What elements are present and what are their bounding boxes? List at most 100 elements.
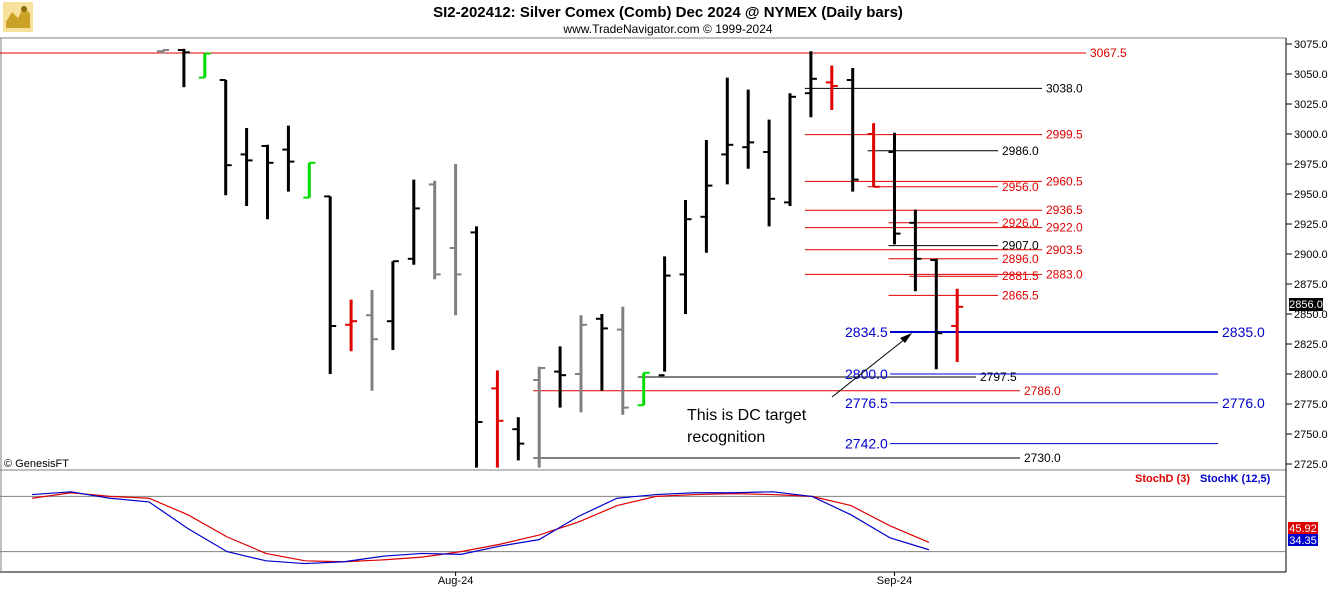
level-label: 2797.5 — [980, 370, 1017, 384]
price-bar — [804, 51, 817, 118]
price-bar — [784, 93, 796, 206]
price-bar — [846, 68, 859, 192]
level-label: 2936.5 — [1046, 203, 1083, 217]
price-bar — [428, 180, 441, 280]
price-bar — [491, 370, 504, 468]
y-tick-label: 2850.0 — [1294, 309, 1328, 321]
level-label: 2922.0 — [1046, 221, 1083, 235]
price-bar — [637, 371, 650, 407]
target-label: 2776.5 — [845, 395, 888, 411]
level-label: 2960.5 — [1046, 174, 1083, 188]
annotation: This is DC target recognition — [687, 333, 912, 446]
y-tick-label: 3025.0 — [1294, 99, 1328, 111]
x-tick-label: Aug-24 — [438, 575, 473, 587]
price-bar — [407, 179, 420, 265]
stoch-legend-label: StochK (12,5) — [1200, 473, 1271, 485]
target-label: 2834.5 — [845, 324, 888, 340]
stoch-series-line — [31, 492, 930, 563]
chart-title: SI2-202412: Silver Comex (Comb) Dec 2024… — [433, 4, 903, 21]
level-label: 2881.5 — [1002, 269, 1039, 283]
y-tick-label: 2725.0 — [1294, 459, 1328, 471]
price-bar — [763, 119, 776, 227]
price-axis: 3075.0 3050.0 3025.0 3000.0 2975.0 2950.0 2925… — [1286, 39, 1328, 471]
target-right-label: 2835.0 — [1222, 324, 1265, 340]
price-bar — [679, 200, 692, 314]
price-bar — [261, 144, 274, 220]
y-tick-label: 3075.0 — [1294, 39, 1328, 51]
y-tick-label: 2750.0 — [1294, 429, 1328, 441]
price-bar — [386, 260, 399, 350]
stoch-readout-badge — [1288, 534, 1318, 546]
price-bar — [742, 89, 755, 169]
price-bar — [324, 195, 337, 374]
target-label: 2742.0 — [845, 436, 888, 452]
chart-subtitle: www.TradeNavigator.com © 1999-2024 — [562, 22, 772, 36]
y-tick-label: 2825.0 — [1294, 339, 1328, 351]
price-bar — [303, 161, 316, 199]
y-tick-label: 2875.0 — [1294, 279, 1328, 291]
price-bar — [470, 226, 483, 468]
x-tick-label: Sep-24 — [877, 575, 912, 587]
level-label: 2907.0 — [1002, 239, 1039, 253]
price-pane — [0, 37, 1287, 573]
stoch-series-line — [31, 491, 930, 565]
annotation-line-2: recognition — [687, 429, 765, 446]
y-tick-label: 2975.0 — [1294, 159, 1328, 171]
level-label: 2986.0 — [1002, 144, 1039, 158]
price-bar — [658, 256, 671, 377]
price-bar — [700, 140, 713, 253]
price-bar — [198, 52, 211, 79]
level-label: 2926.0 — [1002, 216, 1039, 230]
target-label: 2800.0 — [845, 366, 888, 382]
level-lines: 3067.5 3038.0 2999.5 2986.0 2960.5 2956.0 2936… — [0, 46, 1265, 465]
price-bar — [554, 346, 567, 408]
price-bar — [219, 79, 232, 196]
stoch-readout-label: 45.92 — [1289, 523, 1317, 535]
price-bar — [616, 306, 629, 415]
price-bar — [282, 125, 295, 192]
time-axis: Aug-24 Sep-24 — [438, 572, 912, 587]
price-bar — [888, 132, 901, 245]
watermark: © GenesisFT — [4, 458, 69, 470]
level-label: 2903.5 — [1046, 243, 1083, 257]
price-bar — [177, 48, 190, 88]
last-price-badge: 2856.0 — [1289, 298, 1323, 311]
level-label: 2999.5 — [1046, 128, 1083, 142]
level-label: 2786.0 — [1024, 384, 1061, 398]
price-bar — [366, 290, 378, 391]
level-label: 2730.0 — [1024, 451, 1061, 465]
price-bar — [575, 315, 587, 413]
y-tick-label: 2925.0 — [1294, 219, 1328, 231]
price-bar — [951, 288, 964, 362]
stoch-legend-label: StochD (3) — [1135, 473, 1190, 485]
y-tick-label: 2800.0 — [1294, 369, 1328, 381]
level-label: 2956.0 — [1002, 180, 1039, 194]
price-bar — [721, 77, 734, 185]
price-bar — [825, 65, 838, 110]
last-price-label: 2856.0 — [1289, 299, 1323, 311]
level-label: 3038.0 — [1046, 81, 1083, 95]
level-label: 2896.0 — [1002, 252, 1039, 266]
y-tick-label: 2775.0 — [1294, 399, 1328, 411]
annotation-line-1: This is DC target — [687, 407, 807, 424]
price-bar — [595, 314, 608, 391]
stoch-readout-label: 34.35 — [1289, 535, 1317, 547]
price-bar — [449, 164, 462, 316]
y-tick-label: 2900.0 — [1294, 249, 1328, 261]
trading-bull-icon — [3, 2, 33, 32]
price-bar — [157, 49, 169, 54]
y-tick-label: 3050.0 — [1294, 69, 1328, 81]
y-tick-label: 2950.0 — [1294, 189, 1328, 201]
level-label: 2883.0 — [1046, 267, 1083, 281]
level-label: 2865.5 — [1002, 288, 1039, 302]
stoch-readout-badge — [1288, 522, 1318, 534]
price-bar — [533, 366, 546, 468]
level-label: 3067.5 — [1090, 46, 1127, 60]
price-bar — [240, 128, 253, 206]
price-bar — [930, 258, 943, 370]
y-tick-label: 3000.0 — [1294, 129, 1328, 141]
price-bar — [909, 209, 922, 292]
price-bar — [867, 123, 880, 188]
price-bar — [512, 417, 525, 461]
